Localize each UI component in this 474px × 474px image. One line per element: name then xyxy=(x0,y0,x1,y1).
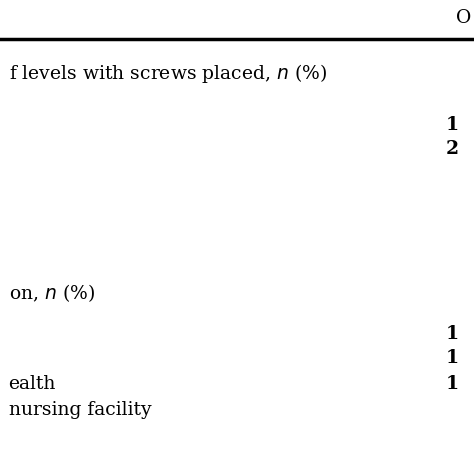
Text: f levels with screws placed, $n$ (%): f levels with screws placed, $n$ (%) xyxy=(9,62,327,85)
Text: 1: 1 xyxy=(446,349,459,367)
Text: nursing facility: nursing facility xyxy=(9,401,151,419)
Text: O: O xyxy=(456,9,471,27)
Text: 1: 1 xyxy=(446,325,459,343)
Text: 2: 2 xyxy=(446,140,459,158)
Text: ealth: ealth xyxy=(9,375,56,393)
Text: on, $n$ (%): on, $n$ (%) xyxy=(9,282,95,304)
Text: 1: 1 xyxy=(446,116,459,134)
Text: 1: 1 xyxy=(446,375,459,393)
